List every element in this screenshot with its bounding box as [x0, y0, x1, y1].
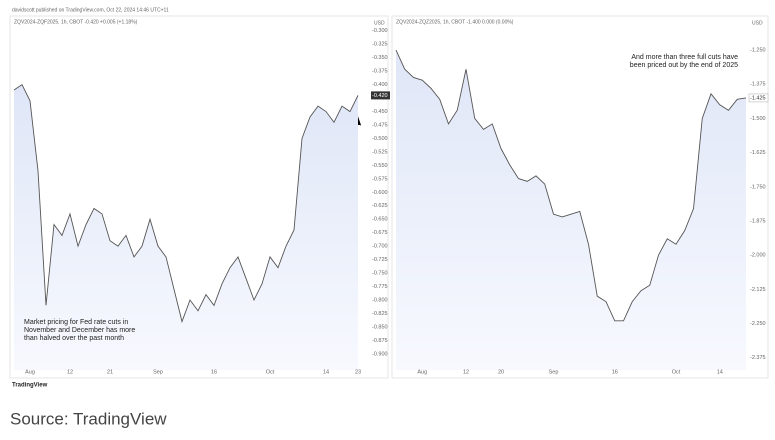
y-tick-label: -0.400	[372, 82, 388, 88]
annotation: Market pricing for Fed rate cuts in	[24, 319, 128, 326]
y-tick-label: -0.375	[372, 69, 388, 75]
y-tick-label: -0.850	[372, 324, 388, 330]
publisher-header: davidscott published on TradingView.com,…	[12, 7, 169, 13]
y-tick-label: -0.750	[372, 271, 388, 277]
axis-unit: USD	[752, 20, 763, 26]
y-tick-label: -2.125	[750, 287, 766, 293]
y-tick-label: -0.450	[372, 109, 388, 115]
x-tick-label: Sep	[549, 369, 559, 375]
y-tick-label: -0.625	[372, 203, 388, 209]
y-tick-label: -1.625	[750, 150, 766, 156]
area	[396, 50, 746, 370]
y-tick-label: -0.650	[372, 217, 388, 223]
x-tick-label: 16	[211, 369, 217, 375]
x-tick-label: 20	[498, 369, 504, 375]
y-tick-label: -1.375	[750, 82, 766, 88]
y-tick-label: -0.675	[372, 230, 388, 236]
y-tick-label: -0.525	[372, 149, 388, 155]
y-tick-label: -0.800	[372, 297, 388, 303]
last-price-label: -1.425	[750, 95, 766, 101]
last-price-label: -0.420	[372, 93, 388, 99]
x-tick-label: Oct	[266, 369, 275, 375]
y-tick-label: -0.600	[372, 190, 388, 196]
annotation: than halved over the past month	[24, 335, 124, 342]
annotation: November and December has more	[24, 327, 135, 334]
x-tick-label: Aug	[25, 369, 35, 375]
price-line	[13, 83, 359, 324]
last-price-box	[371, 91, 390, 100]
x-tick-label: Oct	[672, 369, 681, 375]
y-tick-label: -0.900	[372, 351, 388, 357]
x-tick-label: 23	[355, 369, 361, 375]
x-tick-label: 16	[612, 369, 618, 375]
y-tick-label: -0.350	[372, 55, 388, 61]
y-tick-label: -1.875	[750, 218, 766, 224]
y-tick-label: -1.750	[750, 184, 766, 190]
y-tick-label: -0.825	[372, 311, 388, 317]
axis-unit: USD	[374, 20, 385, 26]
y-tick-label: -0.500	[372, 136, 388, 142]
y-tick-label: -0.300	[372, 28, 388, 34]
y-tick-label: -0.775	[372, 284, 388, 290]
y-tick-label: -2.000	[750, 253, 766, 259]
y-tick-label: -2.250	[750, 321, 766, 327]
x-tick-label: Sep	[153, 369, 163, 375]
y-tick-label: -0.475	[372, 122, 388, 128]
y-tick-label: -2.375	[750, 355, 766, 361]
y-tick-label: -1.500	[750, 116, 766, 122]
last-price-box	[748, 93, 769, 103]
y-tick-label: -0.550	[372, 163, 388, 169]
y-tick-label: -0.700	[372, 244, 388, 250]
annotation: And more than three full cuts have	[631, 54, 738, 61]
x-tick-label: Aug	[417, 369, 427, 375]
y-tick-label: -0.725	[372, 257, 388, 263]
y-tick-label: -0.875	[372, 338, 388, 344]
y-tick-label: -0.325	[372, 42, 388, 48]
x-tick-label: 14	[717, 369, 723, 375]
chart-title: ZQV2024-ZQF2025, 1h, CBOT -0.420 +0.005 …	[14, 19, 138, 25]
x-tick-label: 21	[107, 369, 113, 375]
x-tick-label: 14	[323, 369, 329, 375]
area	[14, 84, 358, 370]
logo: TradingView	[12, 383, 48, 389]
y-tick-label: -1.250	[750, 48, 766, 54]
x-tick-label: 12	[463, 369, 469, 375]
annotation: been priced out by the end of 2025	[630, 62, 738, 69]
chart-title: ZQV2024-ZQZ2025, 1h, CBOT -1.400 0.000 (…	[396, 19, 514, 25]
price-line	[395, 49, 747, 322]
source: Source: TradingView	[10, 409, 167, 428]
y-tick-label: -0.575	[372, 176, 388, 182]
x-tick-label: 12	[67, 369, 73, 375]
